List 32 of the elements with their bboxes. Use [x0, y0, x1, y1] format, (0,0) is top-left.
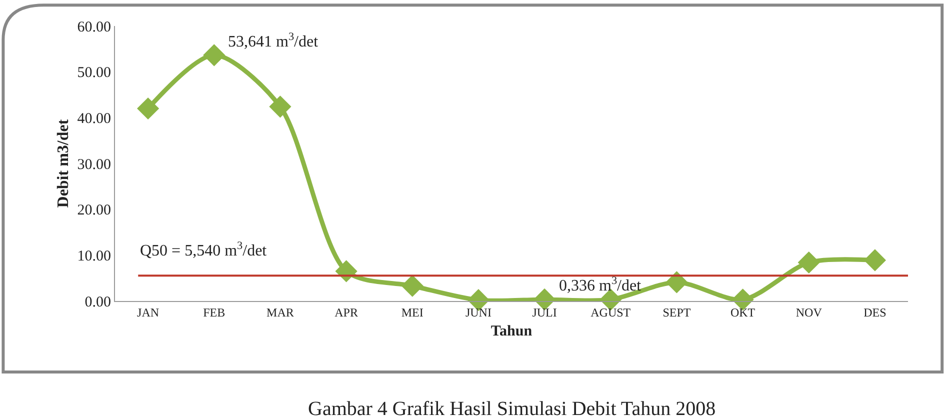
- x-tick-label: AGUST: [590, 305, 632, 320]
- x-tick-label: SEPT: [662, 305, 692, 320]
- x-tick-label: JAN: [137, 305, 160, 320]
- point: [401, 274, 424, 297]
- point: [203, 44, 226, 66]
- ref-line-label: Q50 = 5,540 m$^{3}$/det: [140, 240, 268, 260]
- x-tick-label: OKT: [730, 305, 756, 320]
- y-tick-label: 40.00: [77, 110, 111, 127]
- x-tick-label: DES: [864, 305, 886, 320]
- text: Gambar 4 Grafik Hasil Simulasi Debit Tahun 2008: [308, 398, 716, 417]
- x-tick-label: NOV: [796, 305, 822, 320]
- point: [269, 96, 292, 118]
- point: [666, 271, 688, 294]
- point: [798, 251, 820, 274]
- x-axis-title: Tahun: [490, 323, 533, 340]
- point: [864, 249, 886, 272]
- y-axis-title: Debit m3/det: [55, 118, 72, 208]
- x-tick-label: JUNI: [465, 305, 492, 320]
- x-tick-label: JULI: [532, 305, 557, 320]
- x-tick-label: APR: [334, 305, 358, 320]
- point: [136, 97, 160, 120]
- x-tick-label: MAR: [266, 305, 294, 320]
- y-tick-label: 60.00: [77, 19, 111, 36]
- y-tick-label: 10.00: [77, 248, 111, 264]
- annotation: 0,336 m$^{3}$/det: [559, 275, 642, 295]
- x-tick-label: FEB: [203, 305, 226, 320]
- y-tick-label: 20.00: [77, 202, 111, 219]
- x-tick-label: MEI: [401, 305, 424, 320]
- y-tick-label: 30.00: [77, 156, 111, 173]
- annotation: 53,641 m$^{3}$/det: [228, 31, 319, 51]
- y-tick-label: 0.00: [84, 294, 111, 310]
- y-tick-label: 50.00: [77, 65, 111, 82]
